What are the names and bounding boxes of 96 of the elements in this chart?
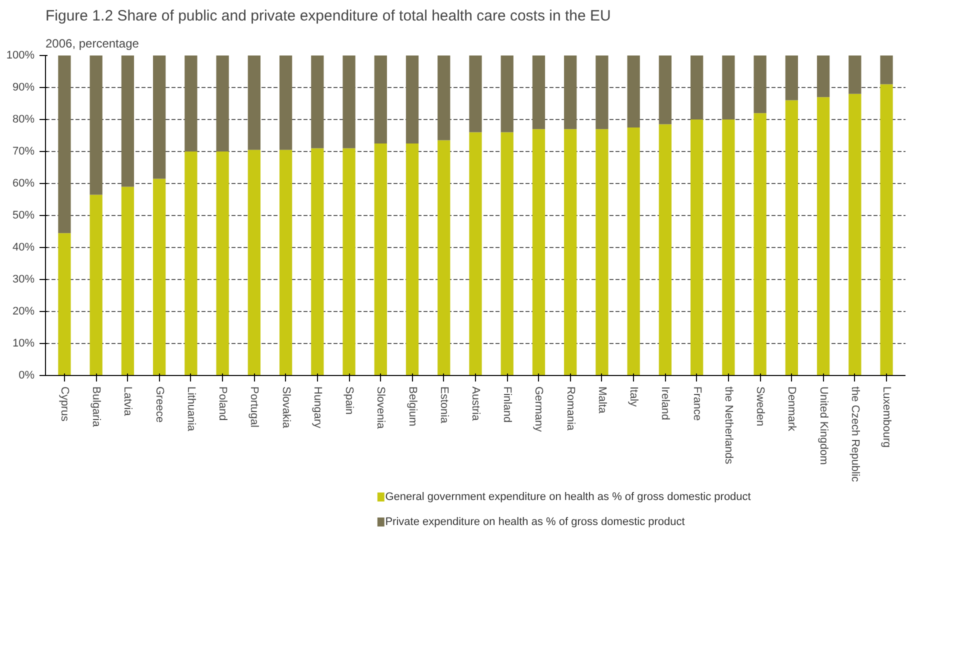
bar [785, 56, 798, 100]
x-tick-label: Portugal [248, 386, 260, 428]
bar [438, 140, 450, 376]
bar [184, 56, 198, 152]
x-tick-label: Italy [628, 386, 640, 408]
bar [121, 186, 134, 376]
y-tick-label: 70% [12, 146, 35, 158]
bar [406, 56, 419, 144]
bar [184, 152, 198, 376]
bar [342, 148, 356, 376]
y-tick-label: 10% [12, 338, 35, 350]
bar [564, 56, 577, 130]
bar [880, 84, 893, 376]
bar [627, 56, 640, 128]
bar [532, 56, 546, 130]
y-tick-label: 30% [12, 274, 35, 286]
bar [216, 56, 229, 152]
x-tick-label: Bulgaria [90, 386, 102, 428]
x-tick-label: Ireland [659, 386, 672, 420]
x-tick-label: Austria [470, 386, 482, 422]
x-tick-label: the Czech Republic [848, 386, 861, 482]
bar [596, 129, 608, 376]
bar [500, 56, 514, 132]
x-tick-label: Greece [153, 386, 166, 423]
x-tick-label: France [690, 386, 703, 421]
bar [248, 150, 260, 376]
bar [596, 56, 608, 130]
x-tick-label: Romania [564, 386, 576, 432]
y-tick-label: 80% [12, 114, 35, 126]
bar [532, 129, 546, 376]
y-tick-label: 50% [12, 210, 35, 222]
y-tick-label: 40% [12, 242, 35, 254]
bar [342, 56, 356, 148]
bar [469, 56, 482, 132]
y-tick-label: 100% [6, 50, 35, 62]
x-tick-label: Slovakia [280, 386, 292, 429]
bar [216, 152, 229, 376]
chart-title: Figure 1.2 Share of public and private expenditure of total health care costs in the EU [46, 8, 611, 24]
y-tick-label: 0% [18, 370, 35, 382]
x-tick-label: Malta [596, 386, 608, 414]
bar [406, 144, 419, 376]
x-tick-label: Belgium [406, 386, 418, 426]
bar [500, 132, 514, 376]
bar [311, 148, 324, 376]
x-tick-label: Hungary [311, 386, 324, 429]
bar [880, 56, 893, 84]
legend-label: General government expenditure on health as % of gross domestic product [385, 491, 751, 503]
bar [153, 178, 166, 376]
legend-label: Private expenditure on health as % of gross domestic product [385, 516, 685, 528]
x-tick-label: United Kingdom [817, 386, 830, 465]
x-tick-label: Denmark [786, 386, 798, 432]
bar [374, 56, 387, 144]
bar [121, 56, 134, 187]
x-tick-label: Poland [216, 386, 229, 421]
bar [469, 132, 482, 376]
bar [690, 120, 704, 376]
x-tick-label: Finland [501, 386, 514, 423]
y-tick-label: 90% [12, 82, 35, 94]
x-tick-label: Lithuania [184, 386, 197, 432]
bar [785, 100, 798, 376]
bar [690, 56, 704, 120]
x-tick-label: Cyprus [58, 386, 70, 422]
bar [627, 128, 640, 376]
bar [153, 56, 166, 179]
bar [754, 113, 766, 376]
x-tick-label: the Netherlands [722, 386, 734, 465]
bar [279, 56, 292, 150]
y-tick-label: 60% [12, 178, 35, 190]
bar [848, 94, 862, 376]
bar [58, 233, 71, 376]
bar [658, 56, 672, 124]
bar [90, 194, 102, 376]
bar [311, 56, 324, 148]
x-tick-label: Estonia [438, 386, 450, 424]
bar [722, 120, 735, 376]
bar [658, 124, 672, 376]
bar [848, 56, 862, 94]
x-tick-label: Slovenia [374, 386, 387, 430]
x-tick-label: Latvia [122, 386, 134, 417]
bar [90, 56, 102, 195]
bar [279, 150, 292, 376]
x-tick-label: Luxembourg [880, 386, 893, 448]
bar [564, 129, 577, 376]
y-axis-title: 2006, percentage [46, 36, 140, 50]
bar [722, 56, 735, 120]
bar [58, 56, 71, 234]
bar [248, 56, 260, 150]
y-tick-label: 20% [12, 306, 35, 318]
x-tick-label: Sweden [754, 386, 766, 426]
bar [816, 97, 830, 376]
bar [438, 56, 450, 140]
bar [374, 144, 387, 376]
x-tick-label: Spain [343, 386, 356, 415]
bar [754, 56, 766, 114]
x-tick-label: Germany [532, 386, 545, 432]
bar [816, 56, 830, 98]
